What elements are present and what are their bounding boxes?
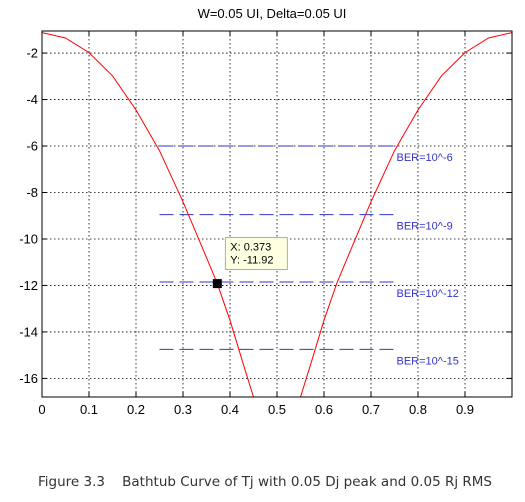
x-tick-label: 0.5 <box>268 402 286 417</box>
x-tick-label: 0.4 <box>221 402 239 417</box>
figure-caption: Figure 3.3 Bathtub Curve of Tj with 0.05… <box>38 474 492 490</box>
y-tick-label: -8 <box>26 185 38 200</box>
ber-label: BER=10^-15 <box>397 355 459 367</box>
ber-label: BER=10^-12 <box>397 288 459 300</box>
x-tick-label: 0.6 <box>315 402 333 417</box>
datatip-marker <box>212 279 222 289</box>
x-tick-label: 0.1 <box>80 402 98 417</box>
x-tick-label: 0.8 <box>409 402 427 417</box>
bathtub-curve-line <box>300 32 512 397</box>
x-tick-label: 0.7 <box>362 402 380 417</box>
datatip-y: Y: -11.92 <box>230 255 273 267</box>
bathtub-chart: W=0.05 UI, Delta=0.05 UI BER=10^-6BER=10… <box>19 6 513 417</box>
x-tick-label: 0.3 <box>174 402 192 417</box>
y-tick-label: -12 <box>19 278 38 293</box>
y-tick-label: -16 <box>19 371 38 386</box>
plot-area: BER=10^-6 BER=10^-9 BER=10^-12 BER=10^-15 X:… <box>19 30 513 417</box>
x-tick-label: 0 <box>38 402 45 417</box>
bathtub-curve-line <box>42 32 254 397</box>
ber-label: BER=10^-6 <box>397 152 453 164</box>
datatip-box <box>224 237 288 270</box>
y-tick-label: -10 <box>19 231 38 246</box>
y-tick-label: -14 <box>19 324 38 339</box>
x-tick-label: 0.9 <box>456 402 474 417</box>
y-tick-label: -4 <box>26 92 38 107</box>
datatip-x: X: 0.373 <box>230 242 271 254</box>
chart-title: W=0.05 UI, Delta=0.05 UI <box>198 6 347 21</box>
y-tick-label: -6 <box>26 139 38 154</box>
plot-background <box>42 31 512 397</box>
x-tick-label: 0.2 <box>127 402 145 417</box>
y-tick-label: -2 <box>26 46 38 61</box>
ber-label: BER=10^-9 <box>397 221 453 233</box>
